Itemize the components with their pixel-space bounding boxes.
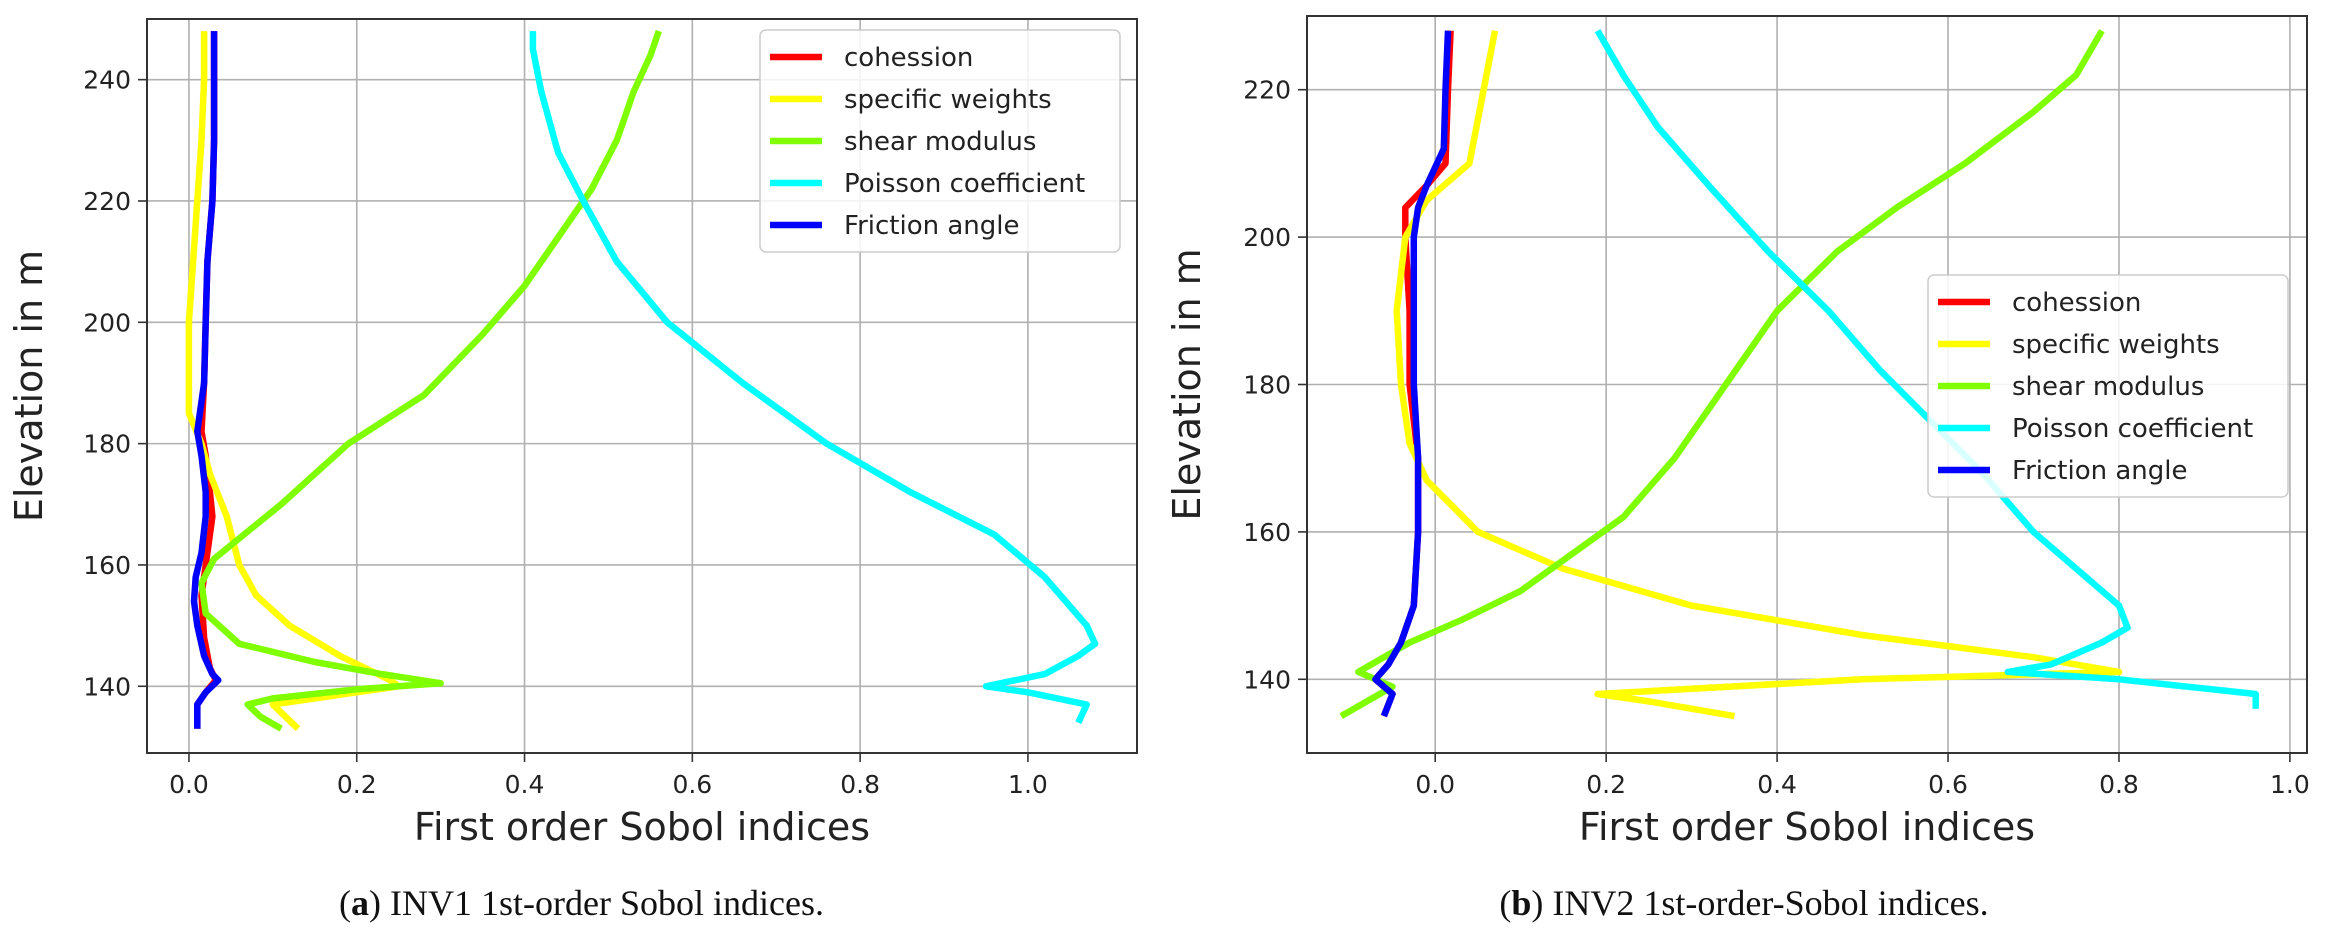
series-group: [1339, 29, 2259, 720]
x-tick-label: 0.8: [2099, 770, 2139, 799]
x-tick-label: 0.4: [505, 770, 545, 799]
y-axis-label: Elevation in m: [7, 250, 51, 522]
legend-label-poisson-coefficient: Poisson coefficient: [2012, 414, 2253, 444]
legend-label-friction-angle: Friction angle: [2012, 456, 2187, 486]
caption-a-label: a: [351, 883, 370, 923]
x-tick-label: 1.0: [2270, 770, 2310, 799]
series-line-poisson-coefficient: [529, 31, 1099, 725]
y-tick-label: 160: [1243, 518, 1291, 547]
x-tick-label: 0.2: [337, 770, 377, 799]
y-tick-label: 200: [1243, 223, 1291, 252]
series-line-friction-angle: [1372, 30, 1452, 718]
series-line-specific-weights: [1393, 30, 2123, 720]
legend-label-specific-weights: specific weights: [844, 85, 1052, 115]
series-line-shear-modulus: [1339, 29, 2105, 719]
legend-label-cohession: cohession: [844, 43, 973, 73]
caption-b-label: b: [1511, 883, 1532, 923]
legend-label-shear-modulus: shear modulus: [2012, 372, 2204, 402]
legend-label-specific-weights: specific weights: [2012, 330, 2220, 360]
legend-label-poisson-coefficient: Poisson coefficient: [844, 169, 1085, 199]
legend-label-friction-angle: Friction angle: [844, 211, 1019, 241]
legend-label-shear-modulus: shear modulus: [844, 127, 1036, 157]
legend-box: [759, 29, 1121, 253]
legend-box: [1927, 274, 2289, 498]
chart-inv2: 0.0 0.2 0.4 0.6 0.8 1.0 140 160 180 200 220 First o…: [1165, 15, 2310, 849]
y-tick-label: 140: [83, 672, 131, 701]
legend-label-cohession: cohession: [2012, 288, 2141, 318]
caption-inv1: (a) INV1 1st-order Sobol indices.: [339, 883, 824, 923]
y-tick-label: 160: [83, 551, 131, 580]
series-line-poisson-coefficient: [1594, 29, 2259, 709]
y-axis-label: Elevation in m: [1165, 248, 1209, 520]
x-axis-label: First order Sobol indices: [1579, 805, 2035, 849]
x-tick-label: 0.0: [169, 770, 209, 799]
series-line-friction-angle: [190, 31, 222, 729]
plot-frame: [146, 18, 1138, 754]
x-tick-label: 0.4: [1757, 770, 1797, 799]
y-tick-label: 180: [83, 430, 131, 459]
caption-a-text: INV1 1st-order Sobol indices.: [390, 883, 824, 923]
chart-inv1: 0.0 0.2 0.4 0.6 0.8 1.0 140 160 180 200 220 240 Firs…: [7, 18, 1138, 849]
x-tick-label: 0.8: [840, 770, 880, 799]
x-tick-label: 0.2: [1586, 770, 1626, 799]
y-tick-label: 220: [1243, 76, 1291, 105]
x-tick-label: 0.0: [1415, 770, 1455, 799]
y-tick-label: 180: [1243, 371, 1291, 400]
plot-frame: [1306, 15, 2308, 754]
caption-b-text: INV2 1st-order-Sobol indices.: [1552, 883, 1989, 923]
y-tick-label: 220: [83, 187, 131, 216]
y-tick-label: 140: [1243, 665, 1291, 694]
caption-inv2: (b) INV2 1st-order-Sobol indices.: [1499, 883, 1989, 923]
x-tick-label: 0.6: [672, 770, 712, 799]
x-tick-label: 0.6: [1928, 770, 1968, 799]
y-tick-label: 200: [83, 308, 131, 337]
x-axis-label: First order Sobol indices: [414, 805, 870, 849]
x-tick-label: 1.0: [1008, 770, 1048, 799]
series-line-shear-modulus: [198, 30, 662, 732]
y-tick-label: 240: [83, 66, 131, 95]
series-group: [185, 30, 1099, 732]
